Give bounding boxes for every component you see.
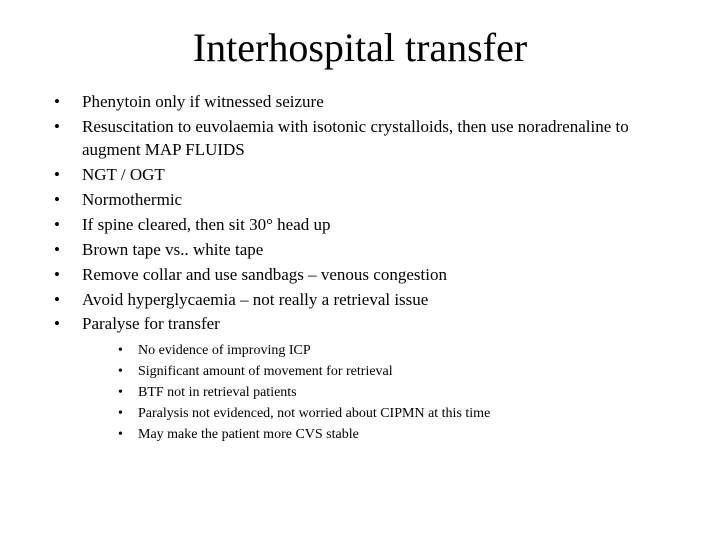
list-item-label: Resuscitation to euvolaemia with isotoni… bbox=[82, 117, 629, 159]
list-item: Avoid hyperglycaemia – not really a retr… bbox=[54, 289, 680, 312]
list-item: Paralyse for transfer bbox=[54, 313, 680, 336]
list-item-label: BTF not in retrieval patients bbox=[138, 385, 297, 400]
list-item-label: Remove collar and use sandbags – venous … bbox=[82, 265, 447, 284]
list-item: Normothermic bbox=[54, 189, 680, 212]
list-item: Brown tape vs.. white tape bbox=[54, 239, 680, 262]
list-item: Paralysis not evidenced, not worried abo… bbox=[118, 405, 680, 424]
main-bullet-list: Phenytoin only if witnessed seizure Resu… bbox=[40, 91, 680, 336]
list-item: Phenytoin only if witnessed seizure bbox=[54, 91, 680, 114]
list-item-label: Significant amount of movement for retri… bbox=[138, 364, 393, 379]
page-title: Interhospital transfer bbox=[40, 24, 680, 71]
list-item-label: Paralyse for transfer bbox=[82, 314, 220, 333]
list-item-label: If spine cleared, then sit 30° head up bbox=[82, 215, 331, 234]
list-item: If spine cleared, then sit 30° head up bbox=[54, 214, 680, 237]
sub-bullet-list: No evidence of improving ICP Significant… bbox=[40, 342, 680, 444]
list-item-label: No evidence of improving ICP bbox=[138, 343, 311, 358]
list-item: Remove collar and use sandbags – venous … bbox=[54, 264, 680, 287]
list-item: Significant amount of movement for retri… bbox=[118, 363, 680, 382]
list-item-label: Normothermic bbox=[82, 190, 182, 209]
list-item: Resuscitation to euvolaemia with isotoni… bbox=[54, 116, 680, 162]
list-item-label: May make the patient more CVS stable bbox=[138, 427, 359, 442]
list-item-label: Avoid hyperglycaemia – not really a retr… bbox=[82, 290, 428, 309]
list-item: May make the patient more CVS stable bbox=[118, 426, 680, 445]
list-item: NGT / OGT bbox=[54, 164, 680, 187]
list-item-label: NGT / OGT bbox=[82, 165, 165, 184]
list-item: BTF not in retrieval patients bbox=[118, 384, 680, 403]
list-item-label: Paralysis not evidenced, not worried abo… bbox=[138, 406, 490, 421]
list-item: No evidence of improving ICP bbox=[118, 342, 680, 361]
list-item-label: Phenytoin only if witnessed seizure bbox=[82, 92, 324, 111]
list-item-label: Brown tape vs.. white tape bbox=[82, 240, 263, 259]
